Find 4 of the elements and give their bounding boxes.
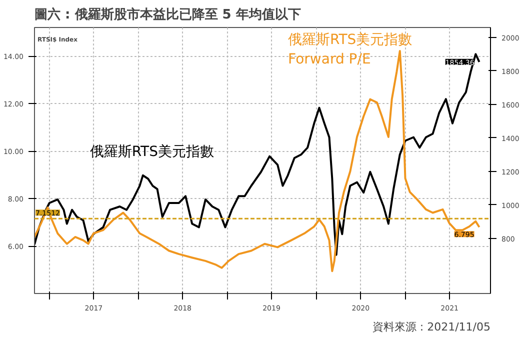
chart-title: 圖六 : 俄羅斯股市本益比已降至 5 年均值以下 [34,6,301,22]
series-label: 俄羅斯RTS美元指數 Forward P/E [288,32,412,68]
source-note: 資料來源 : 2021/11/05 [372,320,491,334]
series-label: 俄羅斯RTS美元指數 [90,144,214,160]
